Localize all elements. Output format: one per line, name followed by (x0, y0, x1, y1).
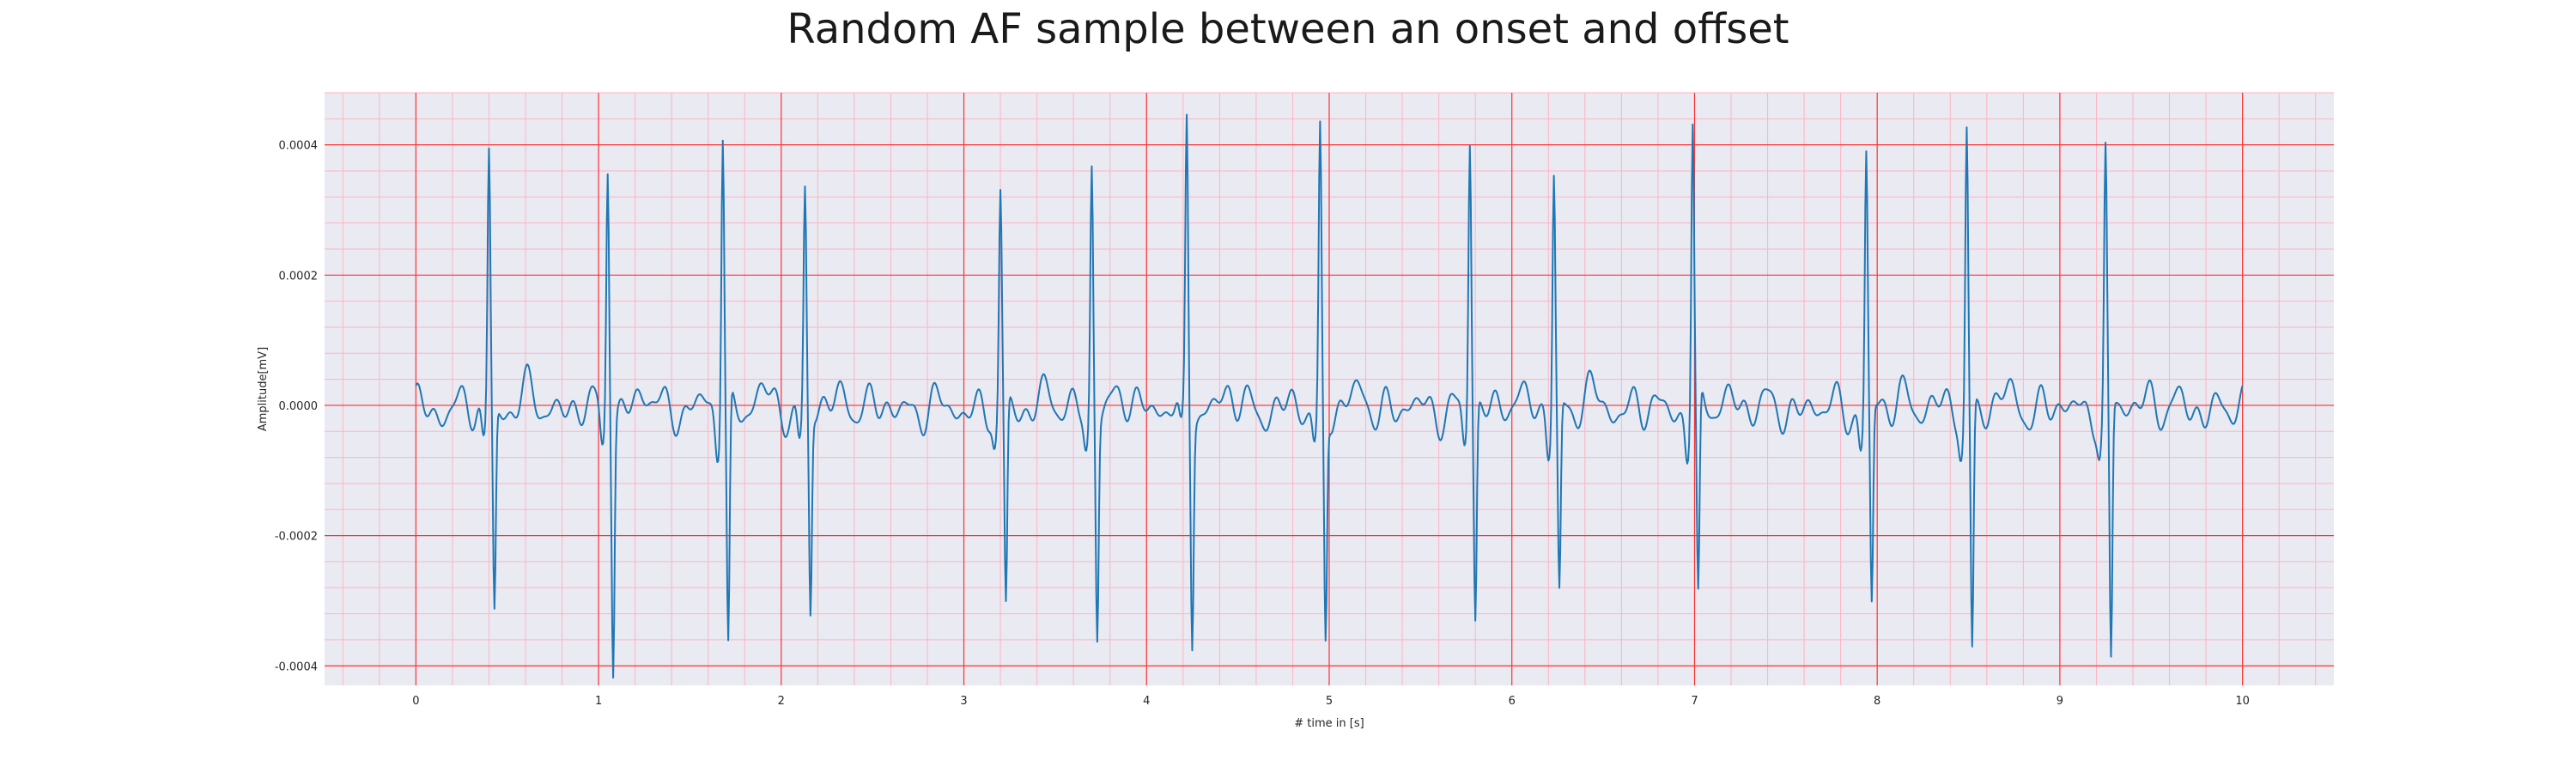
x-tick-label: 7 (1691, 695, 1698, 708)
y-tick-label: 0.0000 (279, 400, 319, 413)
x-tick-label: 8 (1874, 695, 1880, 708)
x-tick-label: 3 (960, 695, 967, 708)
y-tick-label: -0.0002 (275, 531, 318, 544)
y-tick-labels: -0.0004 -0.0002 0.0000 0.0002 0.0004 (275, 140, 318, 674)
x-tick-label: 0 (412, 695, 419, 708)
x-tick-label: 2 (778, 695, 785, 708)
x-tick-label: 6 (1509, 695, 1516, 708)
x-tick-label: 10 (2235, 695, 2250, 708)
x-tick-label: 1 (595, 695, 602, 708)
major-grid (325, 93, 2334, 685)
y-axis-label: Amplitude[mV] (257, 347, 270, 431)
y-tick-label: -0.0004 (275, 660, 318, 673)
x-axis-label: # time in [s] (1294, 717, 1364, 730)
y-tick-label: 0.0002 (279, 270, 319, 283)
y-tick-label: 0.0004 (279, 140, 319, 153)
chart-title: Random AF sample between an onset and of… (787, 5, 1789, 53)
x-tick-label: 9 (2057, 695, 2063, 708)
x-tick-labels: 0 1 2 3 4 5 6 7 8 9 10 (412, 695, 2250, 708)
ecg-signal-line (415, 113, 2244, 679)
x-tick-label: 5 (1326, 695, 1333, 708)
x-tick-label: 4 (1143, 695, 1150, 708)
